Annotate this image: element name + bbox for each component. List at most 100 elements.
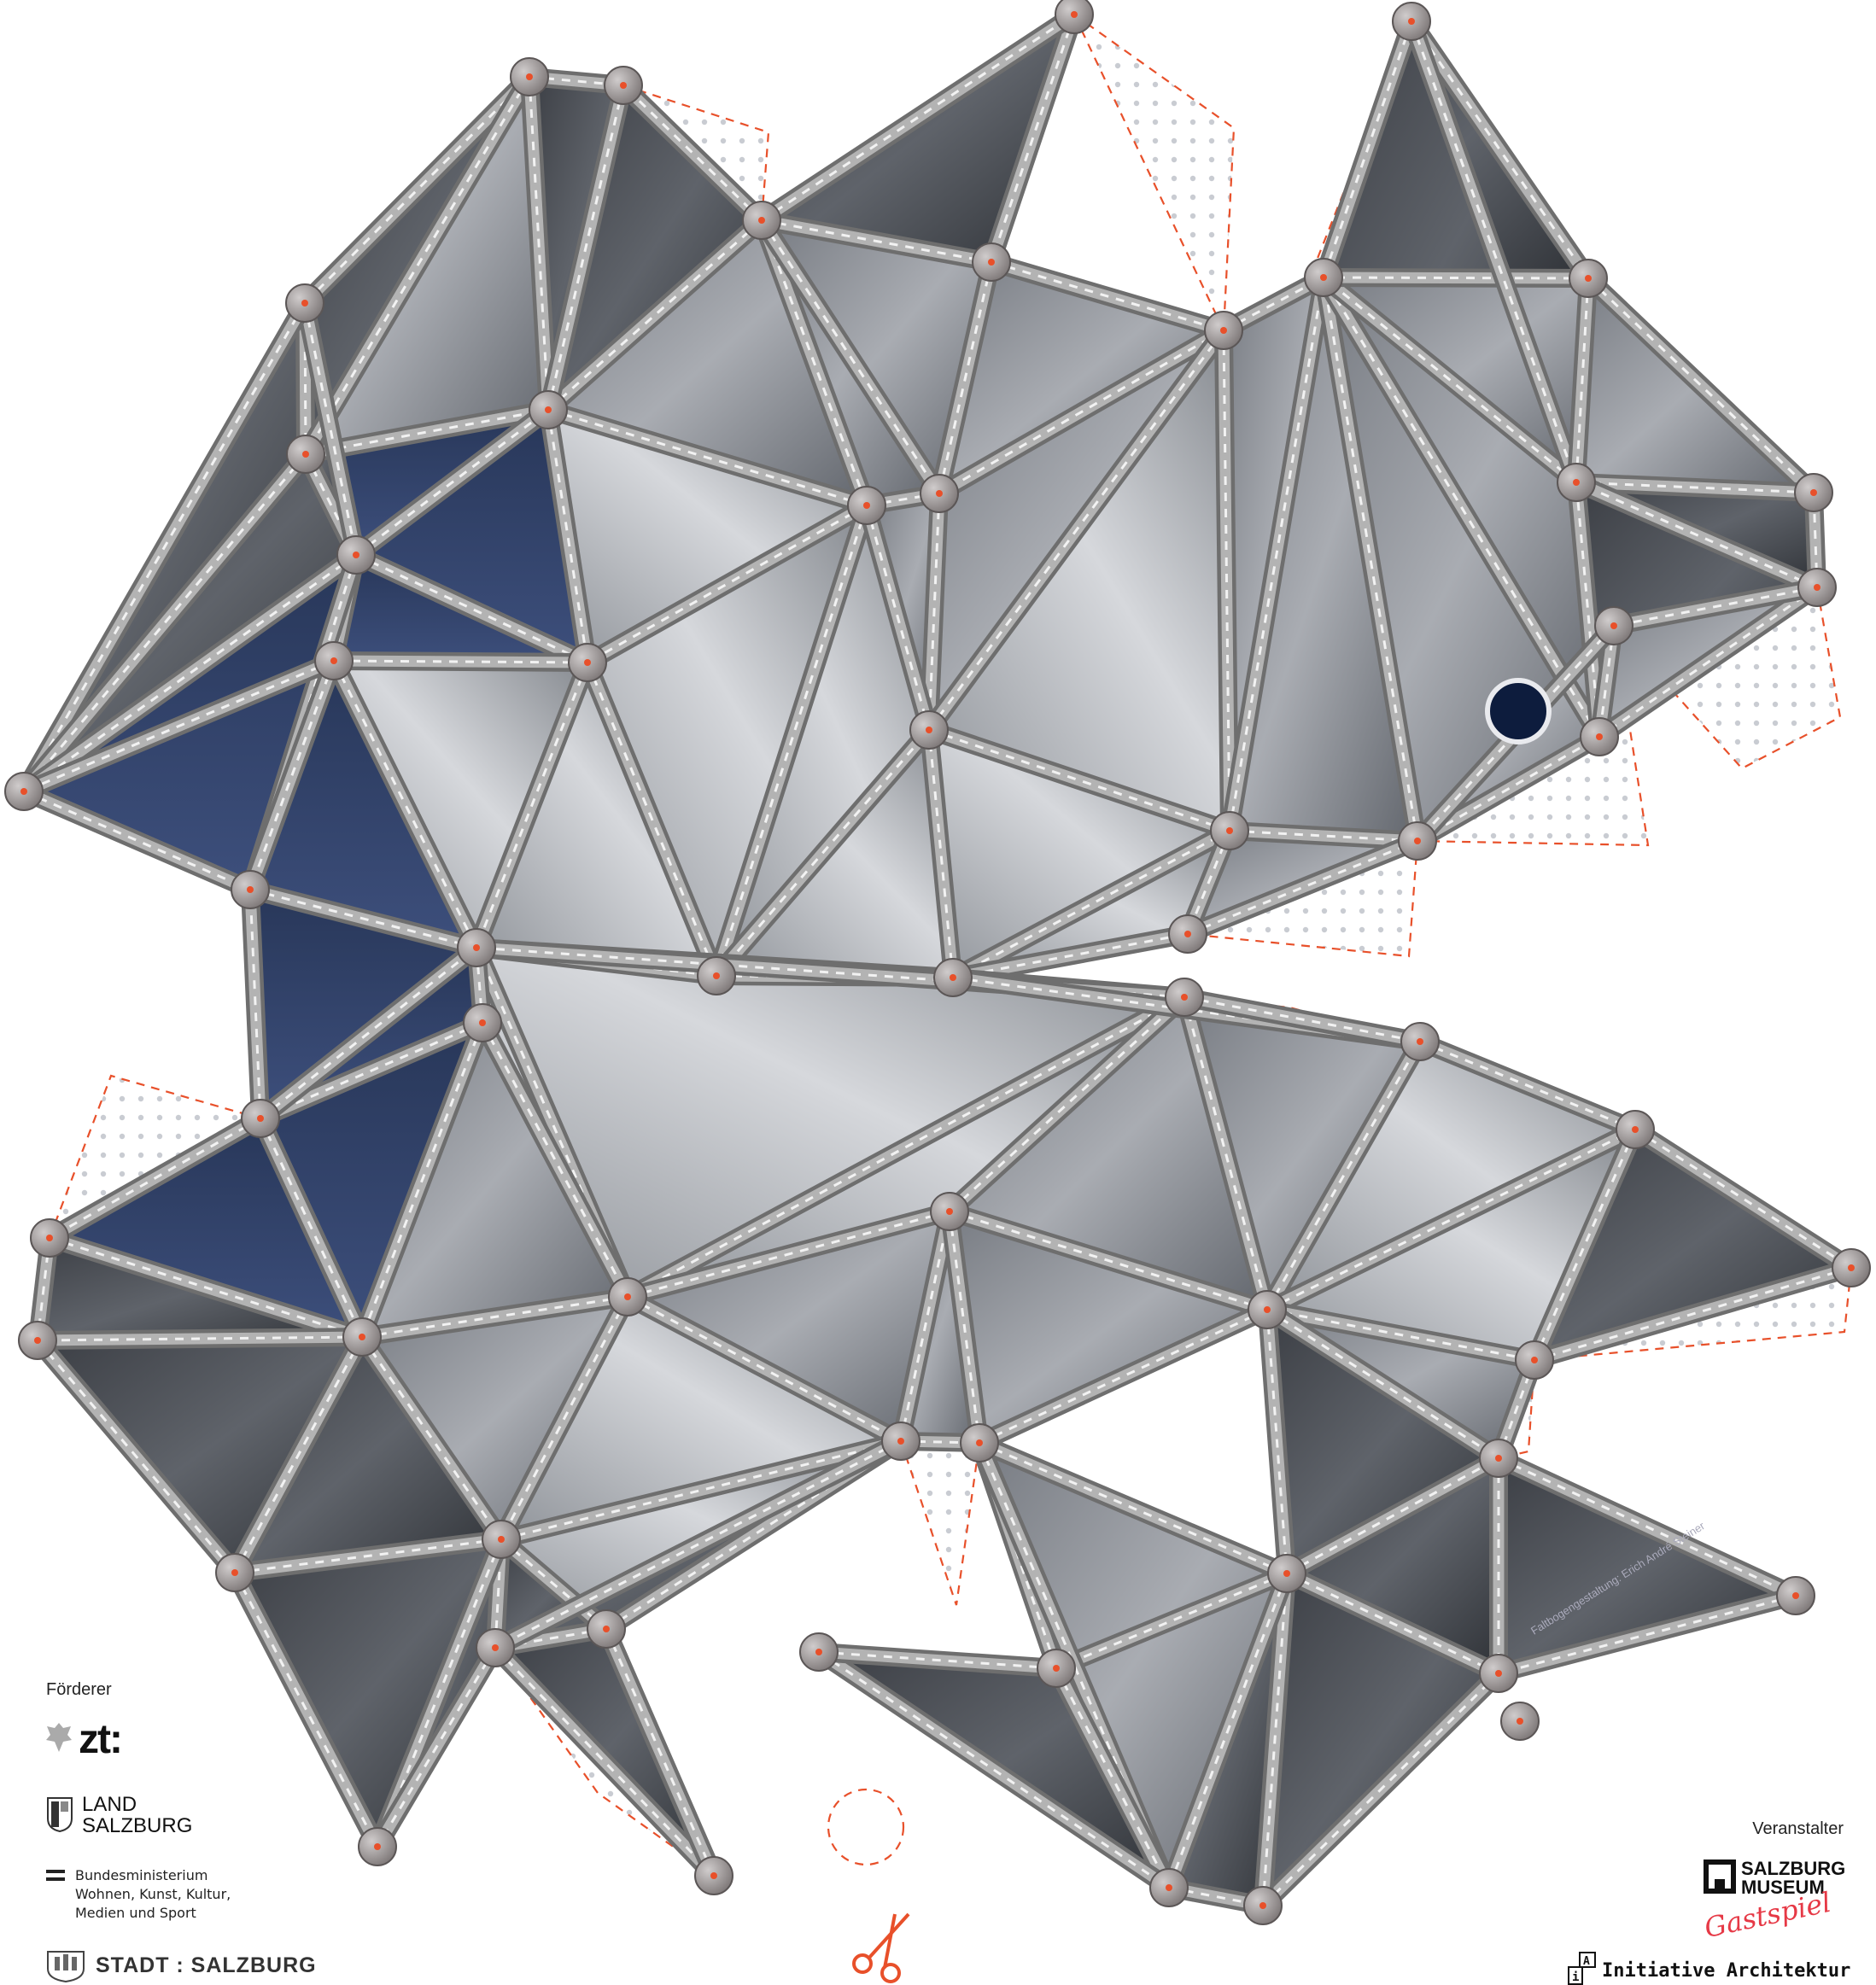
node-marker (946, 1208, 953, 1215)
node-marker (988, 259, 995, 266)
fold-line (587, 504, 868, 664)
fold-line (938, 329, 1224, 495)
panel (24, 454, 356, 791)
panel (1263, 1573, 1499, 1906)
museum-line2: MUSEUM (1741, 1877, 1825, 1898)
panel (548, 85, 762, 410)
node-marker (1632, 1126, 1639, 1133)
panel (334, 661, 587, 948)
panel (235, 1539, 501, 1847)
node-marker (359, 1334, 365, 1340)
node-marker (526, 73, 533, 80)
fold-line (818, 1650, 1170, 1889)
svg-text:A: A (1583, 1955, 1590, 1968)
strut-highlight (1224, 825, 1423, 847)
strut-highlight (1050, 1568, 1293, 1674)
node-marker (1495, 1455, 1502, 1462)
node-marker (479, 1019, 486, 1026)
austria-flag-icon (46, 1870, 65, 1881)
node-marker (545, 406, 552, 413)
fold-line (715, 505, 868, 977)
fold-line (760, 219, 941, 494)
fold-line (49, 1236, 363, 1339)
fold-line (715, 729, 931, 977)
panel (1499, 1458, 1796, 1673)
node-marker (473, 944, 480, 951)
fold-line (1417, 735, 1600, 843)
fold-line (376, 1647, 497, 1848)
node-marker (897, 1438, 904, 1445)
fold-line (360, 1022, 484, 1338)
node-marker (815, 1649, 822, 1655)
panel (1267, 1042, 1635, 1310)
node-marker (1517, 1718, 1523, 1725)
fold-line (333, 659, 588, 664)
panel (716, 505, 929, 976)
fold-line (949, 1210, 1268, 1311)
node-marker (1259, 1902, 1266, 1909)
fold-line (1410, 20, 1590, 279)
node-marker (1071, 11, 1078, 18)
strut-highlight (617, 79, 768, 226)
node-marker (1848, 1264, 1855, 1271)
node-marker (603, 1626, 610, 1632)
fold-line (1266, 1308, 1535, 1362)
strut-highlight (1528, 1124, 1641, 1366)
node-marker (1181, 994, 1188, 1001)
node-marker (1226, 827, 1233, 834)
node-marker (1596, 733, 1603, 740)
node-marker (1053, 1665, 1060, 1672)
fold-line (1323, 276, 1577, 484)
fold-line (355, 553, 588, 664)
fold-line (1286, 1572, 1499, 1675)
node-marker (1814, 584, 1820, 591)
node-marker (34, 1337, 41, 1344)
fold-line (23, 553, 357, 793)
eagle-crest-icon (46, 1723, 72, 1752)
node-marker (231, 1569, 238, 1576)
panel (356, 410, 587, 663)
node-marker (1408, 18, 1415, 25)
fold-line (304, 76, 531, 455)
initiative-architektur-logo: A i Initiative Architektur (1568, 1952, 1875, 1985)
node-marker (1810, 489, 1817, 496)
fold-line (475, 947, 484, 1024)
fold-line (475, 662, 589, 949)
fold-line (303, 302, 358, 556)
ia-box-icon: A i (1568, 1952, 1596, 1985)
scissors-icon (827, 1788, 910, 1983)
panel (939, 262, 1224, 493)
land-salzburg-logo: LAND SALZBURG (46, 1793, 217, 1844)
zt-logo: zt: (44, 1716, 164, 1762)
fold-line (605, 1628, 716, 1877)
fold-line (1266, 1308, 1499, 1460)
fold-line (1634, 1128, 1852, 1270)
fold-line (899, 1211, 951, 1442)
fold-line (332, 660, 478, 949)
fold-line (1228, 277, 1325, 832)
node-marker (1166, 1884, 1172, 1891)
ministry-line1: Bundesministerium (75, 1867, 208, 1883)
panel (1184, 997, 1420, 1310)
fold-line (1410, 20, 1578, 483)
fold-line (938, 261, 993, 494)
nodes (4, 0, 1871, 1925)
panel (762, 220, 991, 493)
fold-line (1167, 1573, 1289, 1889)
fold-line (37, 1335, 363, 1342)
land-line1: LAND (82, 1793, 137, 1816)
salzburg-museum-logo: SALZBURG MUSEUM Gastspiel (1702, 1858, 1866, 1960)
fold-line (927, 330, 1225, 731)
ministry-line3: Medien und Sport (75, 1905, 196, 1921)
fold-line (22, 302, 307, 792)
node-marker (1283, 1570, 1290, 1577)
panel (548, 410, 867, 663)
node-marker (330, 657, 337, 664)
fold-line (979, 1308, 1268, 1445)
fold-line (866, 492, 940, 507)
land-line2: SALZBURG (82, 1814, 193, 1837)
fold-line (500, 1439, 902, 1541)
fold-line (818, 1650, 1057, 1670)
fold-line (1498, 1457, 1797, 1597)
museum-frame-icon (1704, 1859, 1736, 1894)
